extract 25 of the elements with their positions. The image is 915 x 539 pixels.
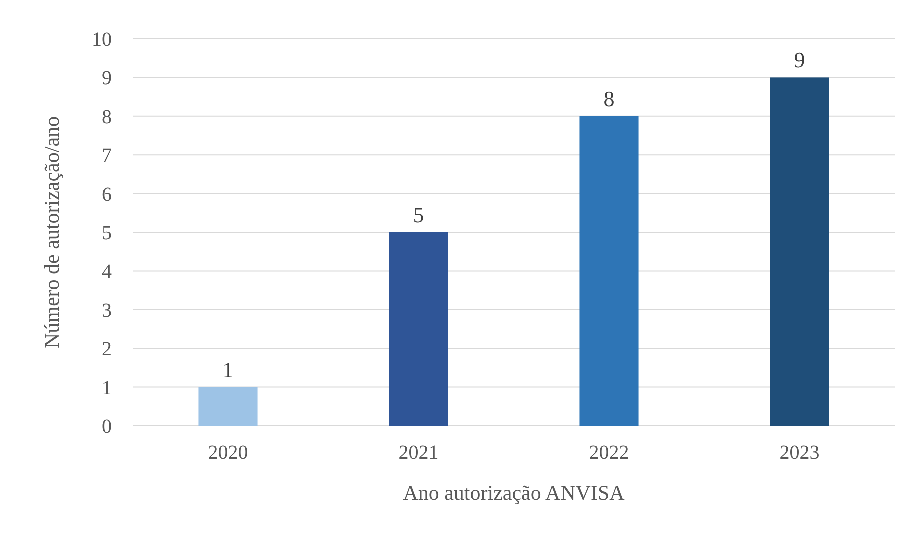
data-label: 1 [222, 357, 234, 382]
x-tick-label: 2022 [589, 442, 630, 464]
y-tick-label: 4 [102, 261, 112, 284]
x-axis-title: Ano autorização ANVISA [403, 481, 626, 505]
y-tick-label: 2 [102, 338, 112, 361]
y-tick-label: 5 [102, 222, 112, 244]
y-tick-label: 6 [102, 184, 112, 206]
bar [389, 232, 448, 426]
data-label: 5 [413, 202, 424, 228]
y-axis-title: Número de autorização/ano [40, 116, 64, 349]
bar [198, 387, 258, 426]
y-tick-label: 8 [102, 106, 112, 128]
y-tick-label: 10 [92, 29, 112, 51]
x-tick-label: 2020 [208, 442, 248, 464]
bar [580, 116, 639, 426]
y-tick-label: 1 [102, 377, 112, 400]
data-label: 8 [604, 86, 615, 112]
y-tick-label: 3 [102, 300, 112, 322]
y-tick-label: 7 [102, 145, 112, 168]
x-tick-label: 2023 [780, 442, 820, 464]
data-label: 9 [794, 48, 806, 73]
y-tick-label: 9 [102, 68, 112, 90]
y-tick-label: 0 [102, 416, 112, 438]
bar [770, 78, 830, 426]
x-tick-label: 2021 [398, 442, 439, 464]
